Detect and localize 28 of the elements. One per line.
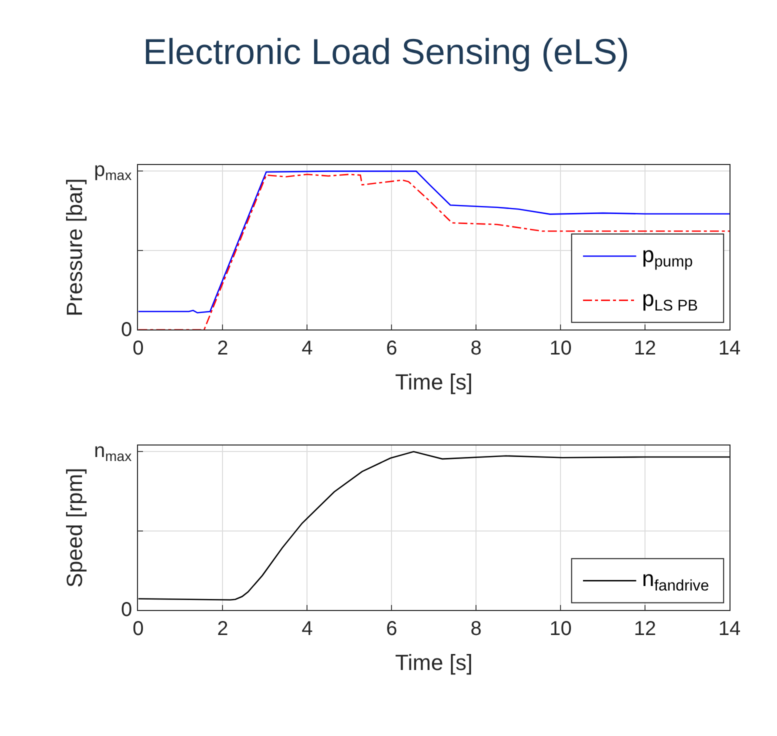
x-tick-label: 12 bbox=[634, 618, 656, 640]
x-tick-label: 4 bbox=[302, 338, 313, 360]
y-axis-title: Pressure [bar] bbox=[62, 178, 88, 316]
text: n$_{max}$ bbox=[94, 440, 132, 464]
x-tick-label: 14 bbox=[718, 618, 741, 640]
x-axis-title: Time [s] bbox=[395, 650, 473, 676]
x-tick-label: 10 bbox=[549, 618, 572, 640]
chart-title: Electronic Load Sensing (eLS) bbox=[143, 31, 630, 72]
x-tick-label: 0 bbox=[132, 618, 144, 640]
text: 0 bbox=[121, 599, 132, 621]
legend-label: n$_{fandrive}$ bbox=[642, 566, 710, 595]
legend-label: p$_{pump}$ bbox=[642, 242, 693, 271]
x-tick-label: 8 bbox=[470, 338, 482, 360]
text: 0 bbox=[121, 319, 132, 341]
text: p$_{max}$ bbox=[94, 159, 132, 184]
x-tick-label: 4 bbox=[302, 618, 313, 640]
x-axis-title: Time [s] bbox=[395, 370, 473, 395]
x-tick-label: 6 bbox=[386, 618, 398, 640]
x-tick-label: 6 bbox=[386, 338, 398, 360]
x-tick-label: 14 bbox=[718, 338, 741, 360]
x-tick-label: 2 bbox=[217, 618, 228, 640]
legend-label: p$_{LS PB}$ bbox=[642, 286, 698, 315]
x-tick-label: 8 bbox=[470, 618, 482, 640]
x-tick-label: 12 bbox=[634, 338, 656, 360]
y-axis-title: Speed [rpm] bbox=[62, 468, 88, 588]
x-tick-label: 10 bbox=[549, 338, 572, 360]
x-tick-label: 2 bbox=[217, 338, 228, 360]
x-tick-label: 0 bbox=[132, 338, 144, 360]
